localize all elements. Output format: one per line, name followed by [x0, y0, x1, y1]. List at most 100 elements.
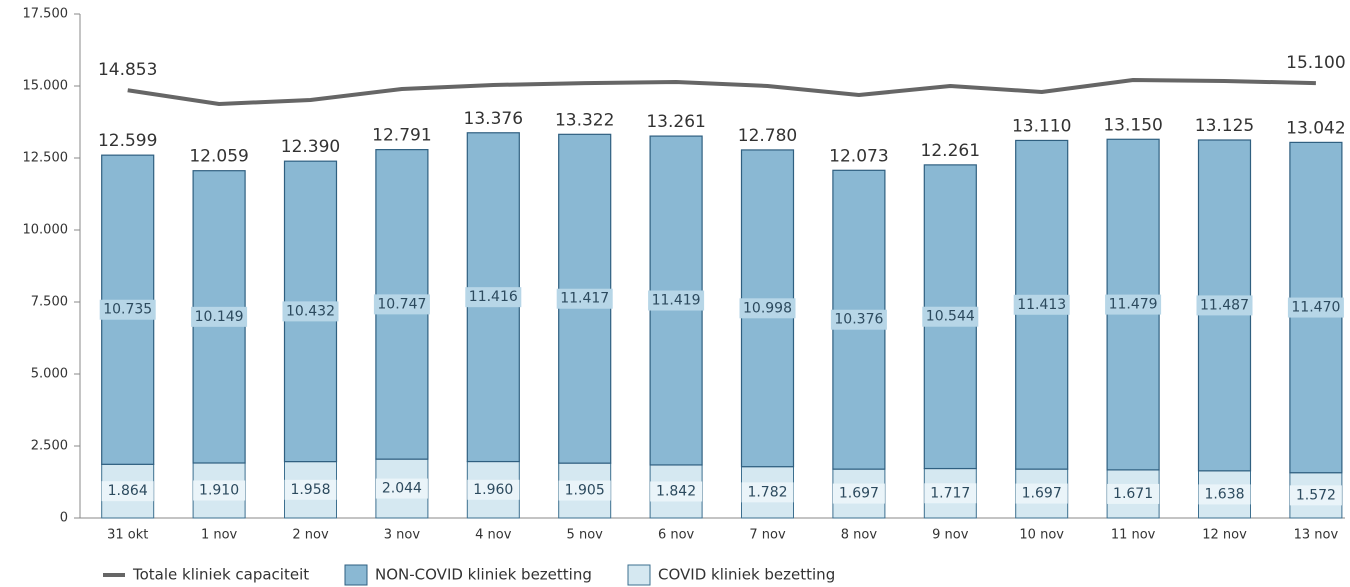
- x-tick-label: 7 nov: [749, 528, 786, 543]
- x-tick-label: 9 nov: [932, 528, 969, 543]
- data-label: 1.864: [108, 483, 148, 499]
- label-box: [1196, 295, 1253, 316]
- data-label: 1.910: [199, 482, 239, 498]
- y-tick-label: 7.500: [31, 295, 68, 310]
- data-label: 1.671: [1113, 486, 1153, 502]
- total-label: 12.390: [281, 137, 340, 157]
- label-box: [99, 299, 156, 320]
- line-label: 15.100: [1286, 53, 1345, 73]
- x-tick-label: 3 nov: [384, 528, 421, 543]
- y-tick-label: 2.500: [31, 439, 68, 454]
- y-tick-label: 0: [60, 511, 68, 526]
- label-box: [284, 479, 337, 500]
- data-label: 11.487: [1200, 297, 1249, 313]
- legend-label: NON-COVID kliniek bezetting: [375, 566, 592, 584]
- x-tick-label: 13 nov: [1294, 528, 1339, 543]
- label-box: [832, 483, 885, 504]
- total-label: 12.791: [372, 126, 431, 146]
- data-label: 10.149: [195, 309, 244, 325]
- data-label: 10.544: [926, 309, 975, 325]
- data-label: 1.905: [565, 483, 605, 499]
- x-tick-label: 5 nov: [567, 528, 604, 543]
- total-label: 13.150: [1103, 115, 1162, 135]
- legend-swatch: [344, 564, 368, 586]
- total-label: 13.042: [1286, 118, 1345, 138]
- label-box: [739, 298, 796, 319]
- label-box: [193, 480, 246, 501]
- total-label: 13.322: [555, 110, 614, 130]
- total-label: 13.376: [464, 109, 523, 129]
- data-label: 1.638: [1204, 486, 1244, 502]
- label-box: [922, 306, 979, 327]
- x-tick-label: 11 nov: [1111, 528, 1156, 543]
- data-label: 1.958: [290, 482, 330, 498]
- label-box: [648, 290, 705, 311]
- data-label: 1.717: [930, 485, 970, 501]
- capacity-line: [127, 78, 1316, 106]
- label-box: [556, 288, 613, 309]
- label-box: [830, 309, 887, 330]
- total-label: 13.261: [646, 112, 705, 132]
- label-box: [465, 287, 522, 308]
- data-label: 1.697: [839, 486, 879, 502]
- y-tick-label: 5.000: [31, 367, 68, 382]
- label-box: [1198, 484, 1251, 505]
- x-tick-label: 2 nov: [292, 528, 329, 543]
- y-tick-label: 15.000: [23, 79, 69, 94]
- data-label: 1.960: [473, 482, 513, 498]
- x-tick-label: 31 okt: [107, 528, 148, 543]
- label-box: [373, 294, 430, 315]
- y-tick-label: 17.500: [23, 7, 69, 22]
- label-box: [375, 478, 428, 499]
- label-box: [1287, 297, 1344, 318]
- label-box: [1015, 483, 1068, 504]
- data-label: 2.044: [382, 481, 422, 497]
- total-label: 12.059: [189, 147, 248, 167]
- y-tick-label: 12.500: [23, 151, 69, 166]
- label-box: [1289, 485, 1342, 506]
- data-label: 11.413: [1017, 297, 1066, 313]
- total-label: 12.261: [921, 141, 980, 161]
- data-label: 11.419: [652, 293, 701, 309]
- data-label: 10.376: [834, 312, 883, 328]
- x-tick-label: 4 nov: [475, 528, 512, 543]
- label-box: [741, 482, 794, 503]
- x-tick-label: 6 nov: [658, 528, 695, 543]
- data-label: 10.735: [103, 302, 152, 318]
- x-tick-label: 10 nov: [1019, 528, 1064, 543]
- data-label: 10.747: [377, 296, 426, 312]
- data-label: 11.417: [560, 291, 609, 307]
- label-box: [558, 480, 611, 501]
- label-box: [650, 481, 703, 502]
- y-tick-label: 10.000: [23, 223, 69, 238]
- label-box: [1013, 294, 1070, 315]
- label-box: [191, 306, 248, 327]
- data-label: 1.572: [1296, 487, 1336, 503]
- x-tick-label: 8 nov: [841, 528, 878, 543]
- data-label: 1.697: [1022, 486, 1062, 502]
- x-tick-label: 1 nov: [201, 528, 238, 543]
- label-box: [1105, 294, 1162, 315]
- label-box: [1107, 483, 1160, 504]
- legend-label: COVID kliniek bezetting: [658, 566, 835, 584]
- data-label: 11.416: [469, 289, 518, 305]
- total-label: 13.110: [1012, 116, 1071, 136]
- total-label: 12.780: [738, 126, 797, 146]
- x-tick-label: 12 nov: [1202, 528, 1247, 543]
- legend-swatch: [627, 564, 651, 586]
- data-label: 10.998: [743, 300, 792, 316]
- label-box: [924, 483, 977, 504]
- total-label: 12.073: [829, 146, 888, 166]
- total-label: 12.599: [98, 131, 157, 151]
- data-label: 10.432: [286, 303, 335, 319]
- total-label: 13.125: [1195, 116, 1254, 136]
- line-label: 14.853: [98, 60, 157, 80]
- label-box: [282, 301, 339, 322]
- label-box: [101, 481, 154, 502]
- legend-label: Totale kliniek capaciteit: [132, 566, 309, 584]
- data-label: 11.470: [1291, 300, 1340, 316]
- label-box: [467, 479, 520, 500]
- data-label: 1.842: [656, 483, 696, 499]
- data-label: 11.479: [1109, 297, 1158, 313]
